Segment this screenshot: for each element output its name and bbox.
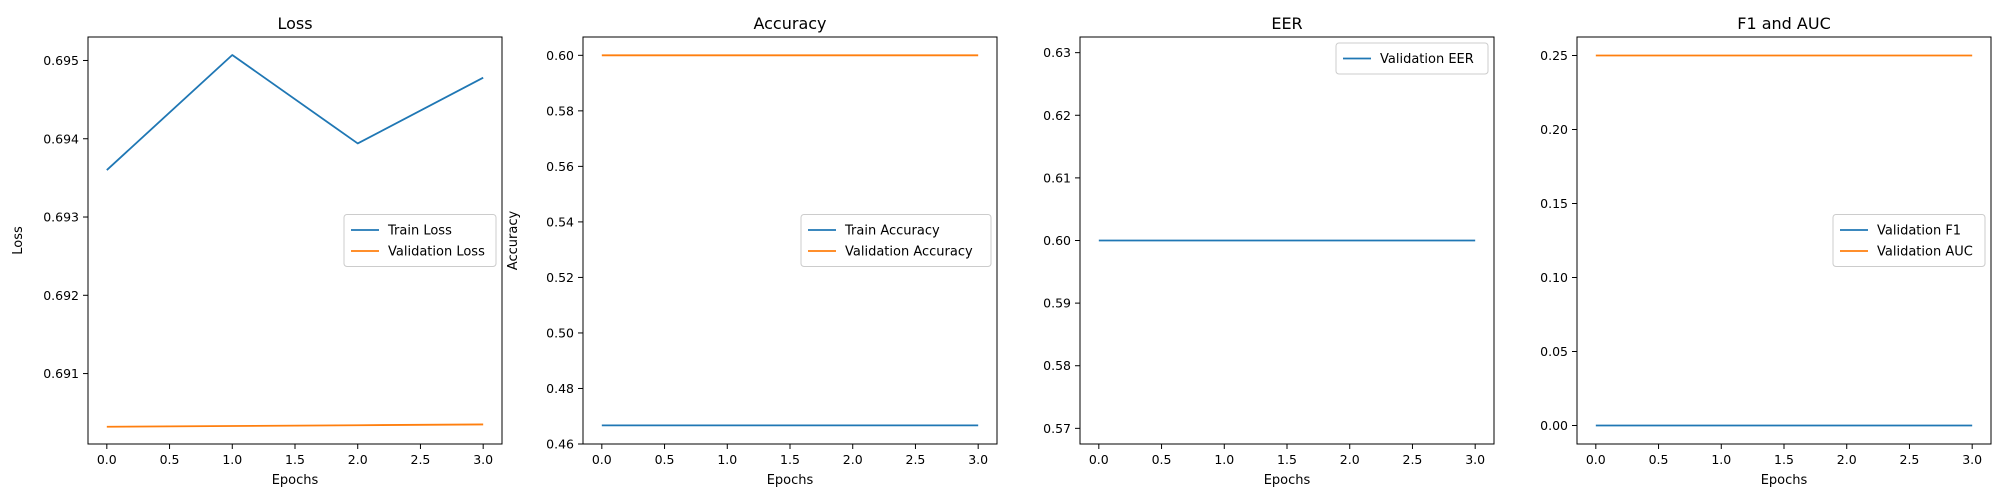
legend: Validation EER — [1335, 42, 1489, 75]
y-tick-label: 0.10 — [1540, 270, 1568, 285]
x-axis-label: Epochs — [1264, 473, 1311, 488]
chart-title: Accuracy — [753, 14, 826, 33]
x-tick-label: 3.0 — [968, 452, 988, 467]
chart-title: Loss — [277, 14, 312, 33]
legend-label: Validation EER — [1380, 52, 1474, 67]
x-axis-label: Epochs — [272, 473, 319, 488]
y-tick-label: 0.63 — [1043, 45, 1071, 60]
legend-label: Validation F1 — [1877, 224, 1961, 239]
legend-label: Train Loss — [387, 224, 452, 239]
legend-box — [343, 214, 497, 267]
y-tick-label: 0.15 — [1540, 196, 1568, 211]
chart-title: F1 and AUC — [1737, 14, 1830, 33]
x-tick-label: 2.0 — [843, 452, 863, 467]
x-tick-label: 1.5 — [285, 452, 305, 467]
plot-frame — [87, 36, 503, 445]
x-tick-label: 2.5 — [1403, 452, 1423, 467]
chart-panel-4: F1 and AUC 0.0 0.5 1.0 1.5 2.0 2.5 3.0 0.00 0.05 0… — [1540, 14, 1992, 488]
y-axis-label: Loss — [11, 226, 26, 255]
legend-box — [1335, 42, 1489, 75]
x-tick-label: 1.5 — [1277, 452, 1297, 467]
y-tick-label: 0.693 — [43, 210, 79, 225]
x-tick-label: 1.0 — [717, 452, 737, 467]
y-tick-label: 0.54 — [546, 214, 574, 229]
x-tick-label: 2.5 — [411, 452, 431, 467]
plot-frame — [582, 36, 998, 445]
y-tick-label: 0.56 — [546, 159, 574, 174]
legend-label: Validation AUC — [1877, 245, 1973, 260]
legend-label: Train Accuracy — [844, 224, 940, 239]
series-line-2 — [106, 423, 484, 428]
x-tick-label: 3.0 — [473, 452, 493, 467]
x-tick-label: 1.0 — [1711, 452, 1731, 467]
plot-frame — [1079, 36, 1495, 445]
x-tick-label: 1.5 — [780, 452, 800, 467]
y-tick-label: 0.48 — [546, 381, 574, 396]
y-tick-label: 0.58 — [546, 103, 574, 118]
legend: Train Loss Validation Loss — [343, 214, 497, 267]
chart-panel-2: Accuracy 0.0 0.5 1.0 1.5 2.0 2.5 3.0 0.46 0.48 0.5… — [506, 14, 998, 488]
legend: Validation F1 Validation AUC — [1832, 214, 1986, 267]
x-tick-label: 0.0 — [1586, 452, 1606, 467]
legend-label: Validation Accuracy — [845, 245, 973, 260]
y-axis-label: Accuracy — [506, 211, 521, 271]
x-tick-label: 1.0 — [1214, 452, 1234, 467]
y-tick-label: 0.695 — [43, 53, 79, 68]
chart-panel-1: Loss 0.0 0.5 1.0 1.5 2.0 2.5 3.0 0.691 0.692 0.693… — [11, 14, 503, 488]
legend: Train Accuracy Validation Accuracy — [800, 214, 992, 267]
y-tick-label: 0.62 — [1043, 108, 1071, 123]
y-tick-label: 0.61 — [1043, 170, 1071, 185]
y-tick-label: 0.60 — [546, 48, 574, 63]
x-tick-label: 2.0 — [1837, 452, 1857, 467]
x-tick-label: 2.0 — [1340, 452, 1360, 467]
plot-frame — [1576, 36, 1992, 445]
y-tick-label: 0.00 — [1540, 418, 1568, 433]
y-tick-label: 0.692 — [43, 288, 79, 303]
x-tick-label: 3.0 — [1465, 452, 1485, 467]
x-tick-label: 0.0 — [1089, 452, 1109, 467]
y-tick-label: 0.05 — [1540, 344, 1568, 359]
y-tick-label: 0.25 — [1540, 48, 1568, 63]
y-tick-label: 0.46 — [546, 437, 574, 452]
x-axis-label: Epochs — [767, 473, 814, 488]
x-tick-label: 0.0 — [97, 452, 117, 467]
chart-panel-3: EER 0.0 0.5 1.0 1.5 2.0 2.5 3.0 0.57 0.58 0.59 0.60… — [1043, 14, 1495, 488]
y-tick-label: 0.57 — [1043, 421, 1071, 436]
x-tick-label: 0.5 — [655, 452, 675, 467]
x-tick-label: 0.0 — [592, 452, 612, 467]
series-line-1 — [106, 54, 484, 171]
y-tick-label: 0.58 — [1043, 358, 1071, 373]
x-tick-label: 2.5 — [1900, 452, 1920, 467]
x-tick-label: 3.0 — [1962, 452, 1982, 467]
y-tick-label: 0.691 — [43, 366, 79, 381]
y-tick-label: 0.694 — [43, 131, 79, 146]
x-tick-label: 1.5 — [1774, 452, 1794, 467]
legend-box — [1832, 214, 1986, 267]
x-tick-label: 0.5 — [1152, 452, 1172, 467]
y-tick-label: 0.52 — [546, 270, 574, 285]
x-tick-label: 2.0 — [348, 452, 368, 467]
legend-box — [800, 214, 992, 267]
legend-label: Validation Loss — [388, 245, 485, 260]
y-tick-label: 0.50 — [546, 325, 574, 340]
x-tick-label: 0.5 — [1649, 452, 1669, 467]
y-tick-label: 0.60 — [1043, 233, 1071, 248]
x-tick-label: 1.0 — [222, 452, 242, 467]
x-tick-label: 0.5 — [160, 452, 180, 467]
chart-title: EER — [1271, 14, 1302, 33]
y-tick-label: 0.59 — [1043, 296, 1071, 311]
y-tick-label: 0.20 — [1540, 122, 1568, 137]
x-tick-label: 2.5 — [906, 452, 926, 467]
x-axis-label: Epochs — [1761, 473, 1808, 488]
